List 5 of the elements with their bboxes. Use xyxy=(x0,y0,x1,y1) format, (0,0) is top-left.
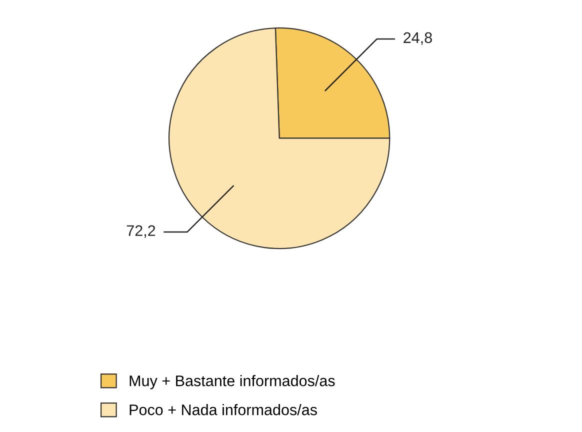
pie-slice xyxy=(168,27,390,250)
data-label: 24,8 xyxy=(404,32,432,45)
data-label: 72,2 xyxy=(126,225,156,238)
legend-label: Muy + Bastante informados/as xyxy=(130,375,335,390)
legend-label: Poco + Nada informados/as xyxy=(130,404,317,416)
